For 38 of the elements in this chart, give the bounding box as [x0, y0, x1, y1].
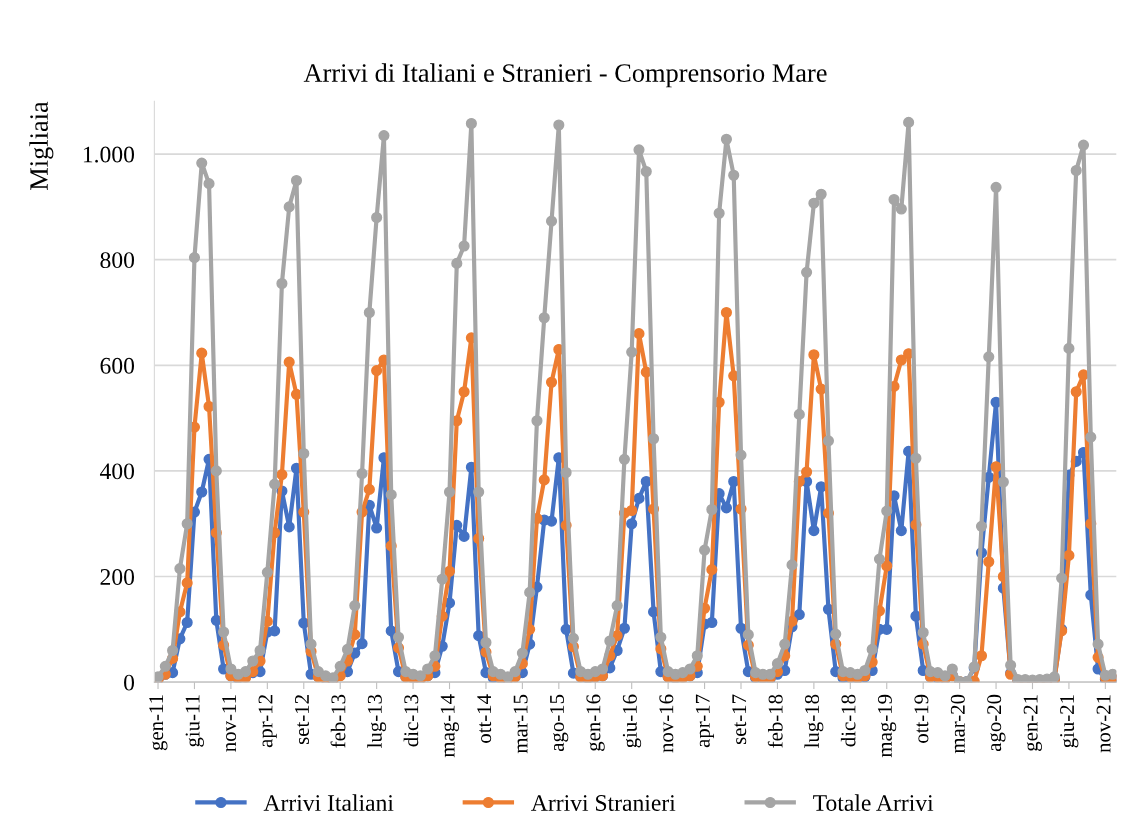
- legend-label: Arrivi Italiani: [263, 794, 394, 811]
- x-tick-label: ago-20: [987, 694, 1006, 752]
- x-tick-label: ott-14: [477, 694, 492, 743]
- x-tick-label: ott-19: [914, 694, 929, 743]
- x-tick-label: lug-18: [804, 694, 824, 748]
- x-tick-label: feb-18: [767, 694, 783, 748]
- x-tick-label: apr-17: [695, 694, 715, 748]
- y-tick-label: 1.000: [83, 146, 135, 163]
- x-tick-label: gen-21: [1023, 695, 1042, 751]
- y-tick-label: 200: [100, 569, 135, 585]
- x-tick-label: nov-11: [222, 695, 237, 752]
- x-tick-label: set-12: [294, 695, 309, 745]
- x-tick-label: nov-16: [659, 694, 674, 753]
- chart-title: Arrivi di Italiani e Stranieri - Comprensorio Mare: [303, 63, 827, 88]
- legend-label: Totale Arrivi: [813, 794, 934, 811]
- x-tick-label: giu-16: [622, 694, 642, 748]
- y-tick-label: 800: [100, 252, 135, 269]
- x-tick-label: mar-15: [513, 694, 528, 754]
- x-tick-label: lug-13: [367, 694, 387, 748]
- y-axis-title: Migliaia: [29, 101, 54, 190]
- x-tick-label: mar-20: [950, 694, 965, 754]
- legend-label: Arrivi Stranieri: [531, 795, 676, 811]
- x-tick-label: giu-11: [185, 695, 204, 747]
- x-tick-label: dic-18: [840, 694, 856, 747]
- x-tick-label: set-17: [732, 694, 747, 745]
- x-tick-label: dic-13: [403, 694, 419, 747]
- x-tick-label: mag-19: [877, 694, 897, 758]
- x-tick-label: apr-12: [258, 695, 277, 748]
- x-tick-label: feb-13: [330, 694, 346, 748]
- x-tick-label: nov-21: [1096, 695, 1111, 753]
- y-tick-label: 400: [99, 463, 135, 480]
- x-tick-label: gen-16: [586, 694, 605, 751]
- x-tick-label: ago-15: [550, 694, 569, 752]
- x-tick-label: gen-11: [149, 695, 168, 751]
- x-tick-label: giu-21: [1060, 695, 1079, 748]
- y-tick-label: 0: [124, 674, 135, 691]
- x-tick-label: mag-14: [440, 694, 459, 758]
- y-tick-label: 600: [100, 357, 135, 374]
